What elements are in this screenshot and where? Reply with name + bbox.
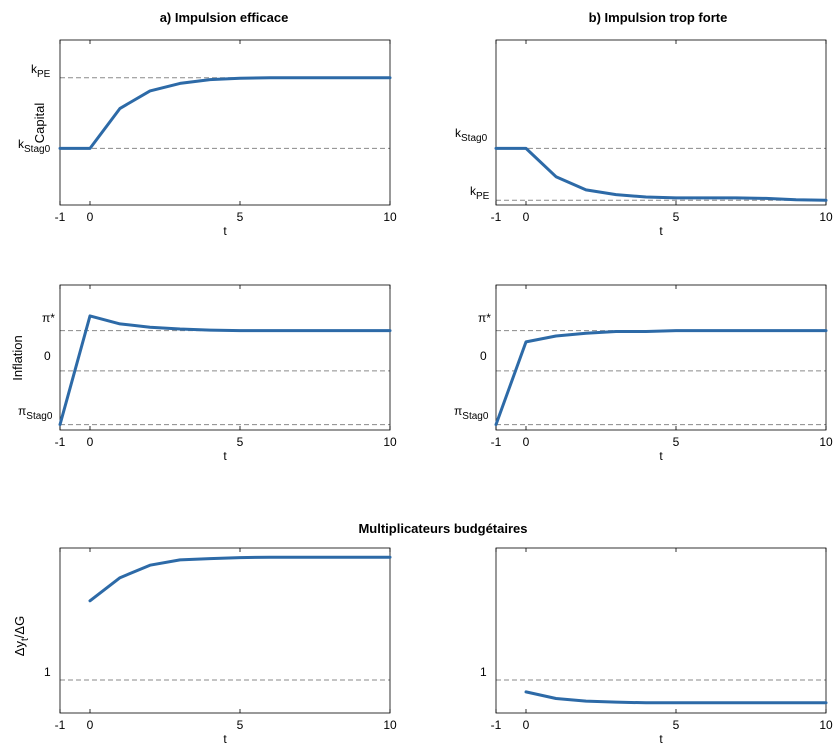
x-axis-label-inflation-a: t [223,449,227,463]
x-axis-label-inflation-b: t [659,449,663,463]
ylabel-multiplier-sub: t [20,638,31,641]
panel-multiplier-b: -1 0 5 10 t [491,547,833,746]
x-tick-label-capital-b-0: -1 [491,210,502,224]
x-tick-label-capital-a-3: 10 [383,210,397,224]
x-tick-label-capital-a-1: 0 [87,210,94,224]
ref-label-pi-star-a: π* [42,311,55,325]
x-tick-label-capital-a-0: -1 [55,210,66,224]
x-tick-label-inflation-b-1: 0 [523,435,530,449]
axes-frame-inflation-a [59,284,391,431]
title-col-b: b) Impulsion trop forte [589,10,728,25]
x-tick-label-multiplier-a-2: 5 [237,718,244,732]
x-axis-label-multiplier-a: t [223,732,227,746]
x-tick-label-inflation-a-1: 0 [87,435,94,449]
x-tick-label-capital-a-2: 5 [237,210,244,224]
ref-label-pi-stag0-a: πStag0 [18,404,53,422]
ref-label-k-pe-a: kPE [31,62,51,80]
x-tick-label-capital-b-2: 5 [673,210,680,224]
ylabel-multiplier-tail: /ΔG [12,616,27,638]
panels: -1 0 5 10t-1 0 5 10t-1 0 5 10t-1 0 5 10t-1 0 5 10t-1 0 5 1… [55,39,833,746]
ref-label-zero-b: 0 [480,349,487,363]
axes-frame-multiplier-a [59,547,391,714]
series-line-inflation-b [494,329,828,427]
panel-capital-a: -1 0 5 10 t [55,39,397,238]
ref-label-k-stag0-a: kStag0 [18,137,51,155]
x-tick-label-multiplier-b-1: 0 [523,718,530,732]
x-tick-label-inflation-b-0: -1 [491,435,502,449]
x-axis-label-capital-a: t [223,224,227,238]
axes-frame-capital-b [495,39,827,206]
ref-label-one-b: 1 [480,665,487,679]
x-tick-label-inflation-a-0: -1 [55,435,66,449]
ref-label-pi-stag0-b: πStag0 [454,404,489,422]
panel-capital-b: -1 0 5 10 t [491,39,833,238]
series-line-multiplier-b [524,690,828,705]
axes-frame-capital-a [59,39,391,206]
x-tick-label-capital-b-3: 10 [819,210,833,224]
ref-label-zero-a: 0 [44,349,51,363]
x-tick-label-multiplier-b-3: 10 [819,718,833,732]
x-tick-label-multiplier-a-3: 10 [383,718,397,732]
series-line-capital-a [58,76,392,150]
axes-frame-inflation-b [495,284,827,431]
panel-inflation-b: -1 0 5 10 t [491,284,833,463]
x-tick-label-capital-b-1: 0 [523,210,530,224]
ylabel-multiplier-main: Δy [12,641,27,657]
ref-label-pi-star-b: π* [478,311,491,325]
x-tick-label-multiplier-a-1: 0 [87,718,94,732]
x-tick-label-multiplier-b-2: 5 [673,718,680,732]
panel-inflation-a: -1 0 5 10 t [55,284,397,463]
ref-label-one-a: 1 [44,665,51,679]
title-row3: Multiplicateurs budgétaires [358,521,527,536]
series-line-capital-b [494,146,828,202]
x-tick-label-inflation-b-2: 5 [673,435,680,449]
x-axis-label-capital-b: t [659,224,663,238]
series-line-inflation-a [58,314,392,427]
x-tick-label-multiplier-b-0: -1 [491,718,502,732]
axes-frame-multiplier-b [495,547,827,714]
x-tick-label-inflation-b-3: 10 [819,435,833,449]
ref-label-k-stag0-b: kStag0 [455,126,488,144]
x-axis-label-multiplier-b: t [659,732,663,746]
x-tick-label-multiplier-a-0: -1 [55,718,66,732]
x-tick-label-inflation-a-3: 10 [383,435,397,449]
ylabel-capital: Capital [32,103,47,144]
x-tick-label-inflation-a-2: 5 [237,435,244,449]
title-col-a: a) Impulsion efficace [160,10,289,25]
series-line-multiplier-a [88,555,392,603]
panel-multiplier-a: -1 0 5 10 t [55,547,397,746]
ref-label-k-pe-b: kPE [470,184,490,202]
ylabel-multiplier: Δyt/ΔG [12,616,31,656]
ylabel-inflation: Inflation [10,335,25,381]
